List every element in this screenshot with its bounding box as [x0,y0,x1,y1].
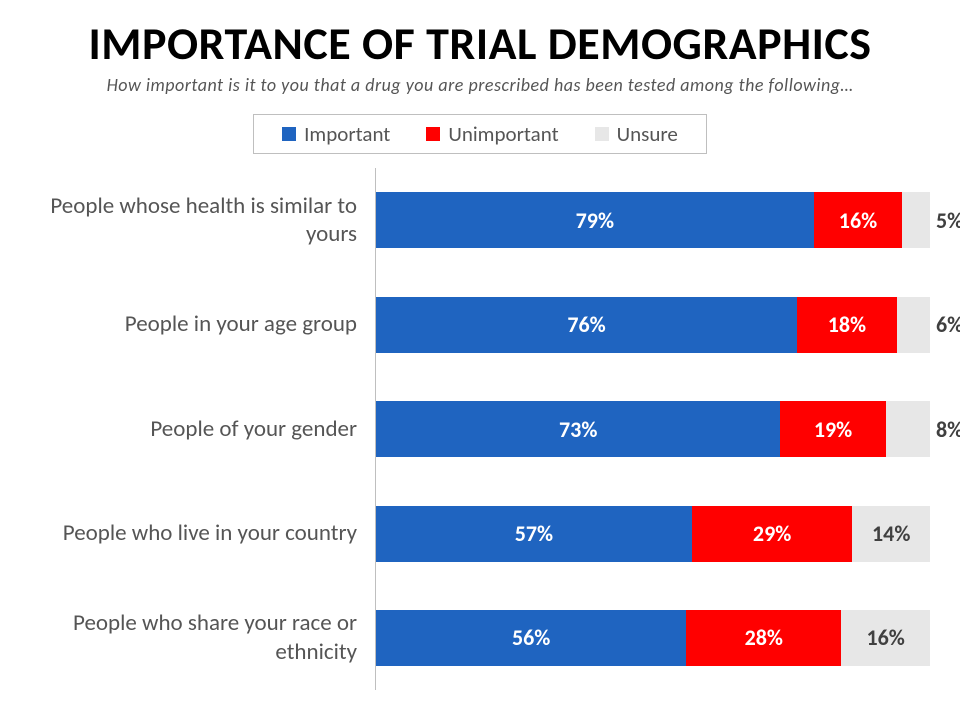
data-label: 16% [839,207,877,234]
bar-segment-unimportant: 16% [814,192,903,248]
legend-item-unsure: Unsure [595,121,678,147]
bar-segment-important: 79% [376,192,814,248]
bar-segment-important: 56% [376,610,686,666]
bar-track: 56% 28% 16% [375,586,930,690]
bar-track: 73% 19% 8% [375,377,930,481]
bar-segment-unsure: 14% [852,506,930,562]
chart-row: People whose health is similar to yours7… [30,168,930,272]
bar-segment-unimportant: 18% [797,297,897,353]
data-label: 18% [828,311,866,338]
category-label: People who share your race or ethnicity [30,609,375,667]
legend-swatch-important [282,127,296,141]
bar-segment-important: 76% [376,297,797,353]
data-label: 14% [872,520,910,547]
chart-row: People of your gender 73% 19% 8% [30,377,930,481]
legend-swatch-unsure [595,127,609,141]
legend-swatch-unimportant [426,127,440,141]
legend-item-important: Important [282,121,390,147]
bar-track: 79% 16% 5% [375,168,930,272]
bar-segment-important: 57% [376,506,692,562]
data-label: 79% [576,207,614,234]
legend-label: Unimportant [448,121,558,147]
chart-row: People in your age group 76% 18% 6% [30,273,930,377]
chart-row: People who share your race or ethnicity5… [30,586,930,690]
bar-segment-unsure: 6% [897,297,930,353]
data-label: 8% [936,416,960,443]
category-label: People of your gender [30,415,375,444]
slide: IMPORTANCE OF TRIAL DEMOGRAPHICS How imp… [0,0,960,720]
chart-title: IMPORTANCE OF TRIAL DEMOGRAPHICS [30,20,930,68]
data-label: 29% [753,520,791,547]
data-label: 28% [745,624,783,651]
stacked-bar: 73% 19% 8% [376,401,930,457]
data-label: 16% [866,624,904,651]
data-label: 19% [814,416,852,443]
bar-segment-unsure: 5% [902,192,930,248]
legend: Important Unimportant Unsure [253,114,707,154]
chart-subtitle: How important is it to you that a drug y… [30,74,930,96]
data-label: 57% [515,520,553,547]
bar-segment-important: 73% [376,401,780,457]
data-label: 76% [567,311,605,338]
category-label: People whose health is similar to yours [30,192,375,250]
bar-track: 76% 18% 6% [375,273,930,377]
stacked-bar: 56% 28% 16% [376,610,930,666]
data-label: 73% [559,416,597,443]
stacked-bar: 79% 16% 5% [376,192,930,248]
category-label: People in your age group [30,310,375,339]
stacked-bar-chart: People whose health is similar to yours7… [30,168,930,690]
chart-row: People who live in your country 57% 29% 14% [30,481,930,585]
bar-segment-unimportant: 28% [686,610,841,666]
legend-item-unimportant: Unimportant [426,121,558,147]
legend-label: Important [304,121,390,147]
data-label: 5% [936,207,960,234]
bar-segment-unsure: 8% [886,401,930,457]
legend-label: Unsure [617,121,678,147]
data-label: 56% [512,624,550,651]
category-label: People who live in your country [30,519,375,548]
stacked-bar: 57% 29% 14% [376,506,930,562]
bar-segment-unsure: 16% [841,610,930,666]
stacked-bar: 76% 18% 6% [376,297,930,353]
bar-segment-unimportant: 19% [780,401,885,457]
bar-track: 57% 29% 14% [375,481,930,585]
bar-segment-unimportant: 29% [692,506,853,562]
data-label: 6% [936,311,960,338]
